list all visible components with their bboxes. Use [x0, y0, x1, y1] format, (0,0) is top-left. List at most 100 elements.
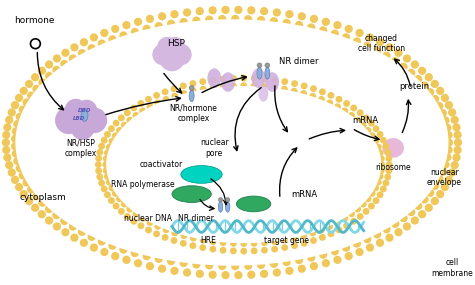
Text: DBD: DBD [78, 108, 91, 113]
Circle shape [130, 105, 137, 111]
Circle shape [220, 83, 227, 90]
Circle shape [270, 260, 278, 268]
Circle shape [411, 60, 419, 69]
Circle shape [180, 240, 187, 247]
Circle shape [273, 268, 281, 277]
Circle shape [353, 37, 361, 46]
Circle shape [45, 60, 53, 69]
Ellipse shape [258, 86, 268, 102]
Circle shape [19, 105, 27, 114]
Circle shape [190, 242, 196, 249]
Text: target gene: target gene [265, 236, 310, 245]
Circle shape [45, 72, 53, 80]
Circle shape [445, 101, 453, 109]
Circle shape [354, 117, 361, 124]
Circle shape [319, 234, 326, 241]
Circle shape [98, 39, 106, 48]
Circle shape [2, 146, 10, 154]
Circle shape [218, 262, 227, 270]
Text: mRNA: mRNA [352, 116, 378, 125]
Circle shape [209, 238, 217, 245]
Circle shape [73, 109, 88, 124]
Circle shape [441, 94, 449, 102]
Circle shape [5, 161, 13, 169]
Circle shape [2, 139, 10, 146]
Circle shape [435, 175, 444, 183]
Circle shape [319, 251, 327, 259]
Circle shape [342, 215, 348, 222]
Ellipse shape [237, 196, 271, 212]
Circle shape [118, 114, 125, 121]
Text: ribosome: ribosome [375, 163, 411, 172]
Circle shape [38, 210, 46, 218]
Circle shape [436, 87, 444, 95]
Circle shape [165, 37, 185, 56]
Circle shape [348, 210, 355, 217]
Circle shape [80, 239, 88, 247]
Circle shape [271, 246, 278, 253]
Circle shape [234, 271, 243, 279]
Circle shape [8, 168, 16, 177]
Circle shape [219, 76, 227, 82]
Circle shape [270, 17, 278, 25]
Circle shape [78, 228, 86, 236]
Circle shape [334, 103, 341, 110]
Circle shape [364, 196, 371, 202]
Circle shape [251, 240, 257, 247]
Circle shape [108, 125, 115, 132]
Circle shape [145, 227, 152, 233]
Circle shape [126, 206, 133, 213]
Ellipse shape [257, 67, 262, 79]
Circle shape [271, 238, 278, 245]
Circle shape [436, 190, 444, 198]
Circle shape [350, 218, 357, 225]
Circle shape [180, 90, 187, 97]
Circle shape [441, 183, 449, 191]
Circle shape [133, 210, 139, 217]
Circle shape [118, 208, 125, 215]
Circle shape [190, 88, 197, 95]
Circle shape [190, 235, 197, 241]
Circle shape [281, 86, 288, 93]
Circle shape [183, 268, 191, 277]
Text: mRNA: mRNA [292, 190, 318, 199]
Circle shape [90, 243, 98, 252]
Circle shape [209, 77, 216, 84]
Circle shape [399, 63, 408, 71]
Circle shape [171, 237, 178, 244]
Circle shape [11, 135, 19, 143]
Text: nuclear
envelope: nuclear envelope [427, 168, 462, 187]
Circle shape [11, 101, 19, 109]
Circle shape [180, 82, 187, 89]
Circle shape [113, 203, 120, 209]
Circle shape [319, 26, 327, 34]
Circle shape [109, 184, 115, 191]
Circle shape [134, 18, 142, 26]
Circle shape [230, 75, 237, 82]
Circle shape [326, 99, 333, 106]
Circle shape [369, 190, 376, 197]
Ellipse shape [265, 67, 270, 79]
Circle shape [70, 233, 78, 242]
Circle shape [70, 43, 78, 52]
Circle shape [139, 107, 146, 114]
Circle shape [454, 146, 462, 154]
Circle shape [230, 247, 237, 254]
Circle shape [162, 96, 170, 103]
Circle shape [372, 138, 379, 145]
Circle shape [418, 67, 426, 75]
Circle shape [155, 22, 163, 30]
Ellipse shape [266, 72, 279, 92]
Circle shape [257, 16, 265, 24]
Circle shape [244, 262, 252, 270]
Circle shape [25, 197, 33, 205]
Ellipse shape [189, 90, 194, 102]
Circle shape [139, 215, 146, 222]
Circle shape [363, 235, 371, 243]
Circle shape [373, 230, 381, 239]
Circle shape [30, 39, 40, 49]
Circle shape [190, 80, 196, 87]
Circle shape [285, 10, 294, 18]
Circle shape [196, 7, 204, 15]
Circle shape [407, 208, 415, 216]
